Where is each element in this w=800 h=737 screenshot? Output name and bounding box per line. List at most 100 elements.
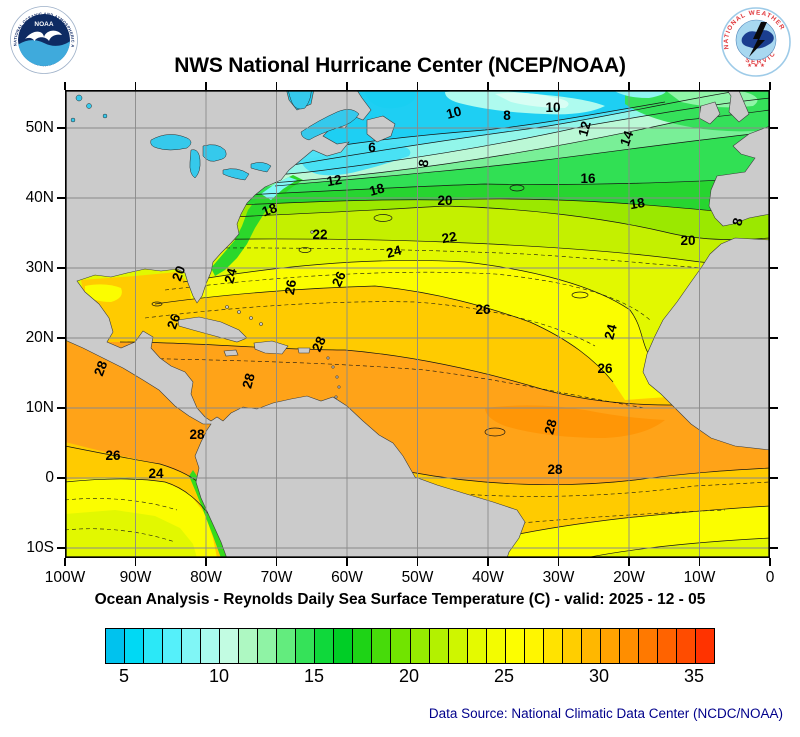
colorbar-tick-label: 5 <box>118 666 129 686</box>
colorbar-cell <box>315 629 335 663</box>
contour-label: 22 <box>312 227 327 242</box>
colorbar-cell <box>638 629 658 663</box>
contour-label: 22 <box>441 229 458 246</box>
colorbar-cell <box>220 629 240 663</box>
nws-stars: ★ ★ ★ <box>747 62 765 69</box>
colorbar-cell <box>505 629 525 663</box>
axis-tick <box>770 547 778 549</box>
contour-label: 6 <box>368 140 376 155</box>
axis-tick <box>557 82 560 90</box>
axis-tick <box>770 477 778 479</box>
contour-label: 20 <box>680 233 695 248</box>
contour-label: 10 <box>445 103 463 121</box>
colorbar-cell <box>657 629 677 663</box>
colorbar-cell <box>125 629 145 663</box>
colorbar-cell <box>296 629 316 663</box>
axis-tick <box>64 82 66 90</box>
colorbar-tick-label: 35 <box>683 666 705 686</box>
x-axis-label: 70W <box>260 569 293 586</box>
grid-lines <box>65 90 770 558</box>
colorbar-tick-label: 25 <box>493 666 515 686</box>
y-axis-label: 10N <box>25 399 54 416</box>
colorbar-tick-label: 20 <box>398 666 420 686</box>
axis-tick <box>769 82 771 90</box>
contour-label: 24 <box>385 242 404 261</box>
colorbar-cell <box>201 629 221 663</box>
x-axis-label: 90W <box>119 569 152 586</box>
colorbar-cell <box>353 629 373 663</box>
y-axis-label: 20N <box>25 329 54 346</box>
axis-tick <box>769 558 771 566</box>
axis-tick <box>416 82 419 90</box>
sst-map: 10 8 10 12 14 6 8 12 18 20 16 18 18 8 20 22 22 24 20 24 26 26… <box>65 90 770 558</box>
y-axis-label: 30N <box>25 259 54 276</box>
axis-tick <box>275 82 278 90</box>
contour-label: 26 <box>329 269 349 289</box>
colorbar-tick-label: 30 <box>588 666 610 686</box>
colorbar-cell <box>144 629 164 663</box>
x-axis-label: 10W <box>683 569 716 586</box>
data-source-label: Data Source: National Climatic Data Cent… <box>428 706 783 721</box>
axis-tick <box>770 267 778 269</box>
colorbar-cell <box>448 629 468 663</box>
contour-label: 8 <box>729 216 746 228</box>
contour-labels: 10 8 10 12 14 6 8 12 18 20 16 18 18 8 20 22 22 24 20 24 26 26… <box>91 100 746 481</box>
noaa-acronym-text: NOAA <box>34 21 53 28</box>
axis-tick <box>57 127 65 129</box>
axis-tick <box>205 558 207 566</box>
contour-label: 10 <box>545 100 560 115</box>
colorbar-tick-label: 15 <box>303 666 325 686</box>
colorbar-cell <box>410 629 430 663</box>
contour-label: 20 <box>169 264 188 283</box>
contour-label: 12 <box>326 172 343 189</box>
colorbar-cell <box>182 629 202 663</box>
temperature-colorbar <box>105 628 715 664</box>
colorbar-cell <box>486 629 506 663</box>
colorbar-cell <box>600 629 620 663</box>
axis-tick <box>698 558 701 566</box>
axis-tick <box>698 82 701 90</box>
colorbar-cell <box>239 629 259 663</box>
colorbar-cell <box>676 629 696 663</box>
axis-tick <box>346 558 348 566</box>
colorbar-cell <box>106 629 126 663</box>
axis-tick <box>205 82 207 90</box>
axis-tick <box>346 82 348 90</box>
axis-tick <box>770 197 778 199</box>
axis-tick <box>770 127 778 129</box>
x-axis-label: 100W <box>44 569 86 586</box>
colorbar-cell <box>372 629 392 663</box>
contour-label: 26 <box>282 278 299 296</box>
axis-tick <box>57 477 65 479</box>
axis-tick <box>557 558 560 566</box>
contour-label: 18 <box>629 195 647 212</box>
nws-logo-icon: NATIONAL WEATHER SERVICE ★ ★ ★ <box>721 7 791 77</box>
colorbar-cell <box>258 629 278 663</box>
page-title: NWS National Hurricane Center (NCEP/NOAA… <box>174 54 626 77</box>
colorbar-cell <box>581 629 601 663</box>
contour-label: 26 <box>475 302 491 317</box>
contour-label: 20 <box>437 193 452 208</box>
x-axis-label: 40W <box>472 569 504 586</box>
y-axis-label: 40N <box>25 189 54 206</box>
contour-label: 28 <box>239 371 258 390</box>
contour-label: 28 <box>547 462 563 477</box>
axis-tick <box>64 558 66 566</box>
contour-label: 16 <box>580 171 596 186</box>
contour-label: 18 <box>368 180 387 199</box>
x-axis-label: 30W <box>542 569 575 586</box>
x-axis-label: 20W <box>613 569 645 586</box>
axis-tick <box>57 547 65 549</box>
x-axis-label: 0 <box>765 569 775 586</box>
colorbar-cell <box>277 629 297 663</box>
contour-label: 24 <box>148 466 164 481</box>
land-masses <box>65 90 770 558</box>
axis-tick <box>416 558 419 566</box>
colorbar-cell <box>163 629 183 663</box>
contour-label: 26 <box>164 311 183 331</box>
contour-label: 24 <box>601 322 620 341</box>
colorbar-cell <box>334 629 354 663</box>
contour-label: 8 <box>416 158 432 168</box>
axis-tick <box>275 558 278 566</box>
